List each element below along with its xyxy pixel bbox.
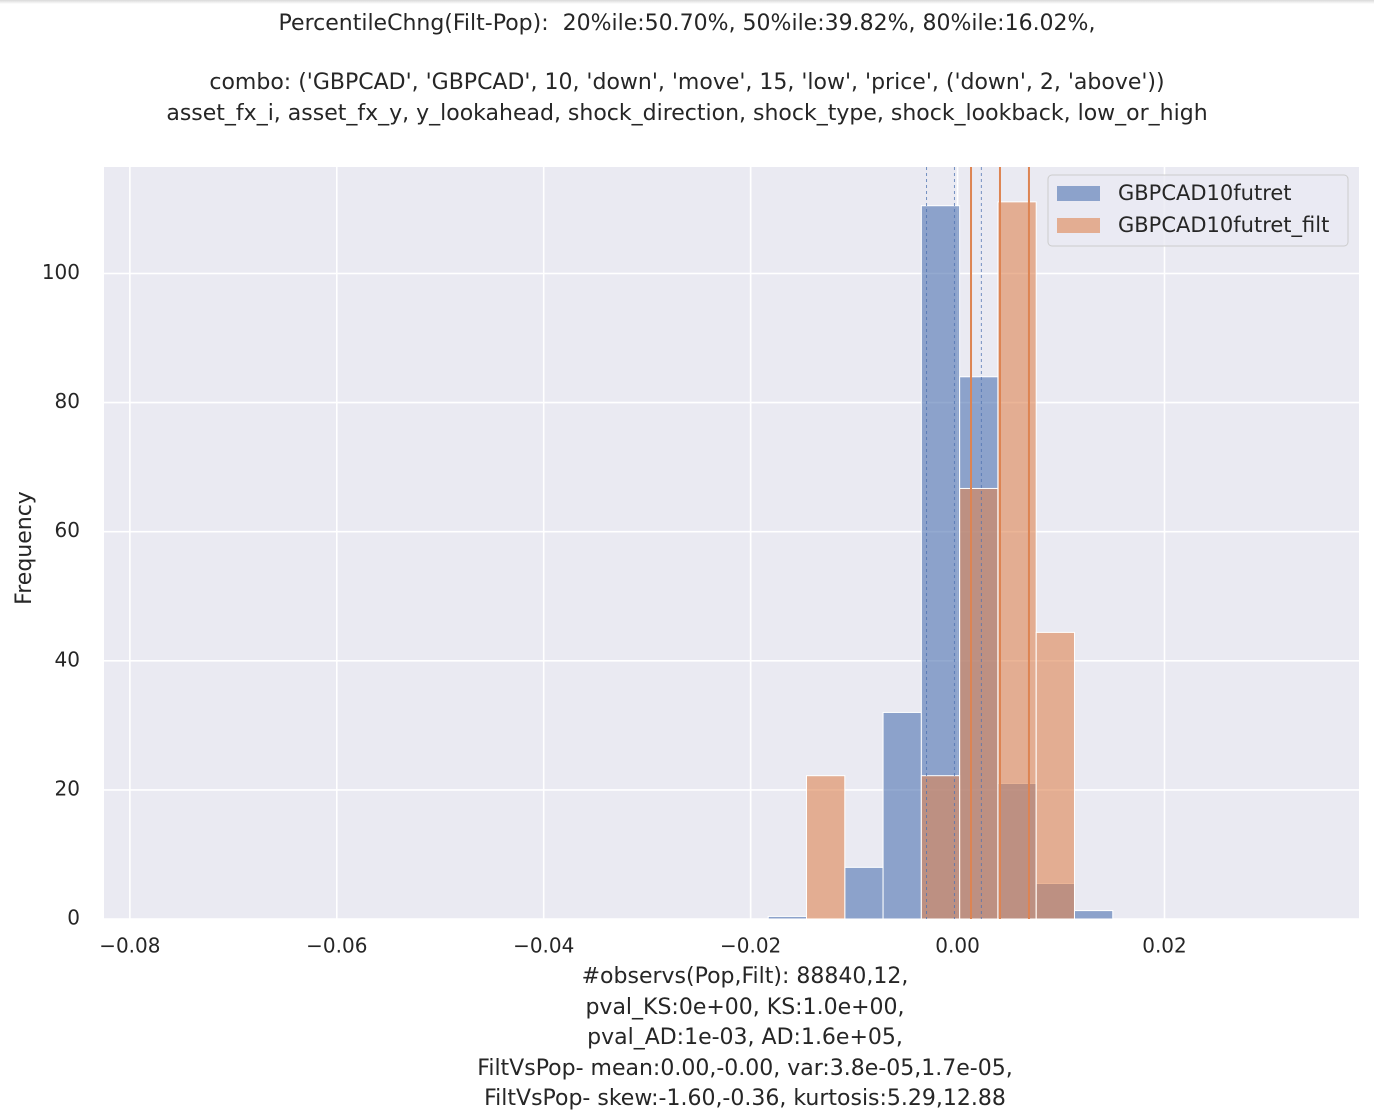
histogram-bar-population [882,711,922,920]
x-tick-label: 0.00 [935,934,980,958]
y-tick-label: 100 [42,260,80,284]
x-tick-label: −0.06 [306,934,367,958]
y-axis-label: Frequency [12,491,37,605]
window-top-shadow [0,0,1374,4]
x-axis-label-line-3: pval_AD:1e-03, AD:1.6e+05, [587,1025,903,1050]
legend-label-filtered: GBPCAD10futret_filt [1118,213,1329,238]
x-axis-label-line-5: FiltVsPop- skew:-1.60,-0.36, kurtosis:5.… [484,1086,1006,1111]
histogram-bar-population [1073,910,1114,920]
y-tick-label: 80 [55,389,80,413]
histogram-bar-filtered [806,775,846,920]
histogram-bar-population [844,866,884,920]
x-axis-label-line-1: #observs(Pop,Filt): 88840,12, [581,964,909,989]
histogram-bar-filtered [997,201,1037,920]
x-tick-label: 0.02 [1142,934,1187,958]
chart-title-line-1: PercentileChng(Filt-Pop): 20%ile:50.70%,… [278,11,1096,36]
y-axis-ticks: 0 20 40 60 80 100 [42,260,80,929]
x-axis-label-line-4: FiltVsPop- mean:0.00,-0.00, var:3.8e-05,… [477,1056,1013,1081]
x-axis-ticks: −0.08 −0.06 −0.04 −0.02 0.00 0.02 [99,934,1187,958]
x-tick-label: −0.04 [513,934,574,958]
percentile-lines [926,167,1030,919]
histogram-bar-population [767,915,808,920]
chart-title-line-3: asset_fx_i, asset_fx_y, y_lookahead, sho… [166,101,1208,126]
x-tick-label: −0.02 [720,934,781,958]
histogram-bar-filtered [959,487,999,920]
legend-swatch-filtered [1057,218,1100,233]
y-tick-label: 60 [55,518,80,542]
y-tick-label: 0 [67,906,80,930]
y-tick-label: 20 [55,776,80,800]
histogram-bar-filtered [1035,631,1075,920]
x-axis-label-line-2: pval_KS:0e+00, KS:1.0e+00, [585,995,905,1020]
legend: GBPCAD10futret GBPCAD10futret_filt [1047,174,1349,247]
y-tick-label: 40 [55,647,80,671]
legend-box [1047,174,1349,247]
legend-label-population: GBPCAD10futret [1118,181,1292,205]
plot-area [104,167,1359,919]
histogram-bar-filtered [920,775,961,920]
chart-title-line-2: combo: ('GBPCAD', 'GBPCAD', 10, 'down', … [209,70,1165,95]
x-tick-label: −0.08 [99,934,160,958]
legend-swatch-population [1057,186,1100,201]
